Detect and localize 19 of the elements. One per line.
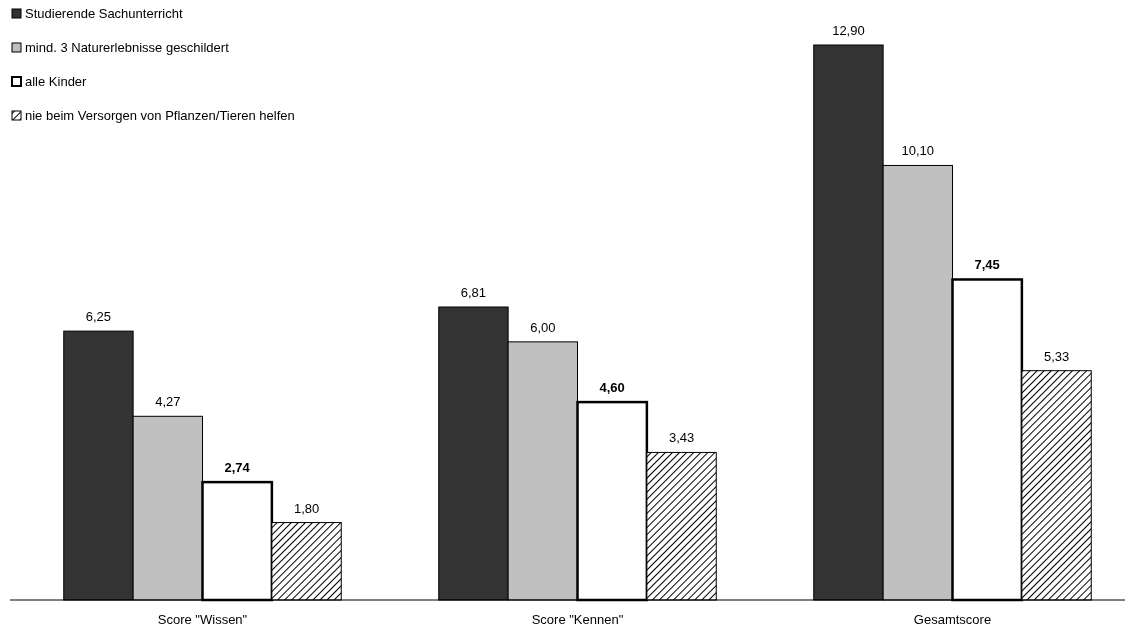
legend-label: alle Kinder <box>25 74 88 89</box>
x-tick-label: Gesamtscore <box>913 612 992 627</box>
data-label: 4,27 <box>155 394 181 410</box>
data-label: 7,45 <box>974 257 1000 273</box>
legend-label: mind. 3 Naturerlebnisse geschildert <box>25 40 230 55</box>
data-label: 1,80 <box>293 500 320 516</box>
data-label: 6,25 <box>85 309 112 325</box>
data-label: 2,74 <box>224 460 251 476</box>
data-label: 10,10 <box>901 143 935 159</box>
data-label: 3,43 <box>668 430 695 446</box>
data-label: 5,33 <box>1043 348 1070 364</box>
legend-label: Studierende Sachunterricht <box>25 6 183 21</box>
x-tick-label: Score "Kennen" <box>531 612 624 627</box>
legend-label: nie beim Versorgen von Pflanzen/Tieren helfen <box>25 108 295 123</box>
data-label: 6,81 <box>460 285 487 301</box>
x-tick-label: Score "Wissen" <box>157 612 248 627</box>
data-label: 4,60 <box>599 380 625 396</box>
data-label: 12,90 <box>832 23 865 38</box>
data-label: 6,00 <box>530 319 556 335</box>
